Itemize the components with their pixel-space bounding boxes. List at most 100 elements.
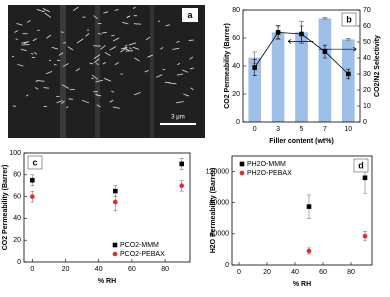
sem-streak [17,63,24,67]
sem-band [60,5,66,138]
sem-streak [100,44,106,50]
sem-streak [126,15,131,19]
panel-label-box [182,8,198,22]
sem-streak [112,37,120,42]
y2-tick-label: 30 [363,71,371,78]
panel-label: b [346,14,352,24]
plot-frame [23,152,191,263]
y2-tick-label: 60 [363,23,371,30]
x-tick-label: 80 [347,269,355,276]
x-tick-label: 60 [128,266,136,273]
y-tick-label: 60 [232,35,240,42]
panel-label-box [353,158,369,173]
sem-streak [103,77,112,82]
point [306,204,312,209]
y2-tick-label: 10 [363,103,371,110]
y-tick-label: 100 [9,150,21,157]
sem-streak [45,70,53,75]
y-tick-label: 20 [232,91,240,98]
sem-streak [160,47,164,50]
sem-streak [96,104,101,108]
sem-streak [183,93,190,97]
sem-streak [62,42,67,44]
y-tick-label: 40000 [210,231,230,238]
sem-streak [81,99,90,104]
panel-label-box [27,155,43,170]
y-tick-label: 80000 [210,200,230,207]
x-tick-label: 5 [300,126,304,133]
sem-streak [124,44,128,47]
sem-streak [96,94,102,97]
sem-streak [96,62,99,66]
y2-tick-label: 50 [363,39,371,46]
sem-streak [177,62,181,66]
point [275,30,281,35]
legend-label: PCO2-MMM [120,242,159,249]
sem-streak [114,62,119,66]
point [306,248,312,254]
panel-label: a [187,10,193,20]
sem-streak [123,47,130,51]
sem-streak [34,52,38,55]
sem-streak [51,46,59,50]
sem-streak [46,34,52,39]
sem-streak [101,31,107,34]
bar [295,32,308,122]
sem-streak [132,46,140,50]
sem-streak [36,79,45,82]
panel-label-box [341,12,357,27]
point [346,71,351,77]
sem-streak [75,68,81,72]
x-axis-title: % RH [98,278,116,285]
y-tick-label: 0 [236,119,240,126]
sem-streak [56,100,63,104]
point [113,188,118,194]
sem-streak [190,87,194,91]
sem-streak [61,100,65,104]
sem-streak [97,32,102,35]
sem-streak [122,21,129,25]
sem-streak [68,98,73,100]
error-bar [345,38,351,41]
bar [318,18,332,122]
sem-streak [34,86,39,90]
point [113,199,118,205]
sem-streak [128,42,137,46]
legend-marker [112,251,118,257]
sem-band [150,5,154,138]
bar [248,57,262,122]
x-tick-label: 3 [276,126,280,133]
sem-streak [120,47,128,53]
y-tick-label: 40 [232,63,240,70]
point [362,175,368,181]
y-axis-title: CO2 Permeability (Barrer) [2,165,9,251]
x-tick-label: 60 [319,269,327,276]
sem-streak [182,69,189,73]
y-axis-title: CO2 Permeability (Barrer) [224,23,231,109]
sem-streak [104,52,111,57]
sem-streak [175,101,184,104]
sem-streak [172,47,180,50]
sem-streak [109,99,114,103]
point [30,177,35,183]
sem-image [8,5,205,138]
error-bar [322,17,328,20]
sem-streak [12,105,17,107]
y-tick-label: 0 [17,259,21,266]
point [252,65,257,70]
x-axis-title: Filler content (wt%) [269,138,334,145]
x-tick-label: 80 [161,266,169,273]
sem-streak [58,52,64,56]
sem-streak [44,12,52,18]
y2-tick-label: 40 [363,55,371,62]
sem-streak [36,8,44,13]
x-tick-label: 10 [344,126,352,133]
sem-streak [61,84,70,89]
y-tick-label: 0 [225,262,229,269]
panel-label: d [358,160,364,170]
sem-streak [103,11,109,14]
y-tick-label: 80 [13,172,21,179]
legend-label: PCO2-PEBAX [120,251,165,258]
scale-bar-label: 3 μm [171,115,184,121]
